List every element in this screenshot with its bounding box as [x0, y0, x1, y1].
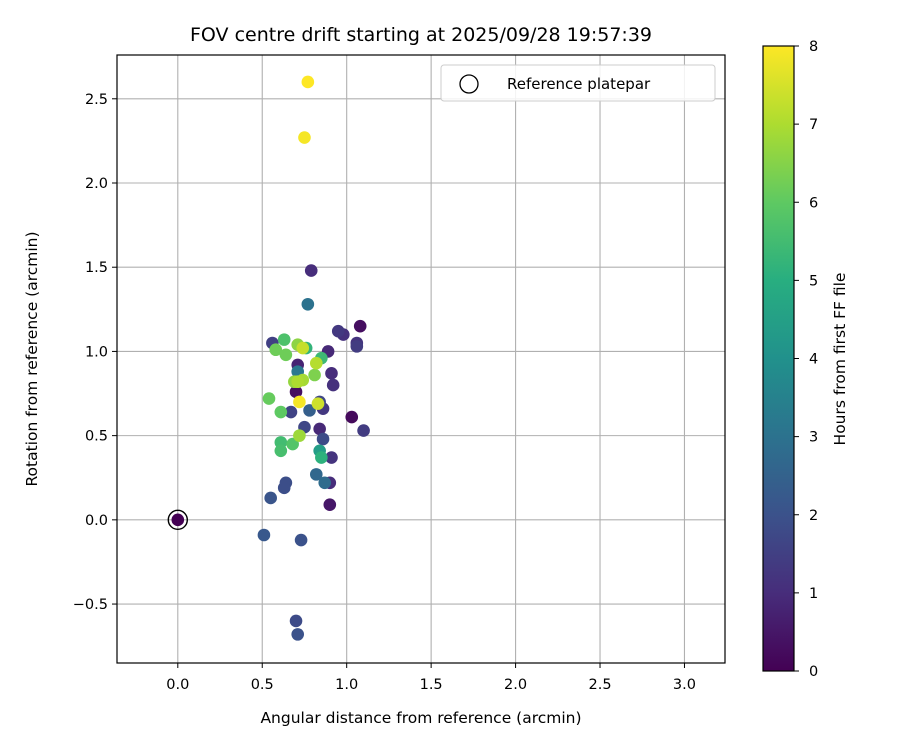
colorbar-tick-label: 3	[809, 430, 818, 446]
data-point	[357, 424, 370, 437]
data-point	[309, 356, 323, 370]
colorbar-tick-label: 5	[809, 273, 818, 289]
y-tick-label: 1.5	[85, 260, 108, 276]
data-point	[331, 324, 345, 338]
data-point	[353, 319, 367, 333]
x-tick-label: 3.0	[673, 677, 696, 693]
colorbar-ticks: 0 1 2 3 4 5 6 7 8	[794, 39, 818, 680]
data-point	[262, 392, 276, 405]
data-point	[264, 491, 277, 505]
y-tick-label: −0.5	[73, 597, 108, 613]
data-point	[309, 468, 323, 481]
data-point	[286, 437, 299, 451]
colorbar-gradient	[762, 45, 795, 672]
data-point	[277, 333, 291, 346]
data-point	[350, 340, 364, 353]
data-point	[325, 367, 338, 380]
data-point	[274, 405, 288, 419]
colorbar-tick-label: 2	[809, 508, 818, 524]
data-point	[277, 481, 291, 495]
data-point	[298, 131, 311, 144]
legend-box	[440, 64, 716, 102]
data-point	[318, 476, 332, 490]
data-point	[293, 395, 306, 409]
data-point	[304, 264, 318, 277]
colorbar-tick-label: 0	[809, 664, 818, 680]
data-point	[303, 404, 316, 417]
plot-frame	[116, 54, 726, 664]
data-point	[289, 385, 303, 399]
data-point	[274, 444, 288, 458]
data-point	[291, 628, 305, 641]
data-point	[257, 528, 271, 542]
plot-background	[117, 55, 725, 663]
reference-platepar-marker	[167, 509, 189, 531]
data-point	[289, 614, 303, 628]
colorbar: 0 1 2 3 4 5 6 7 8 Hours from first FF file	[762, 39, 849, 680]
scatter-points	[171, 75, 370, 641]
data-point	[301, 75, 315, 89]
x-tick-label: 1.5	[420, 677, 443, 693]
data-point	[279, 348, 293, 362]
data-point	[315, 451, 328, 464]
data-point	[345, 410, 359, 424]
data-point	[308, 368, 321, 382]
data-point	[313, 422, 326, 436]
plot-area: 0.0 0.5 1.0 1.5 2.0 2.5 3.0 −0.5 0.0 0.5 1.0 1.5 2.…	[73, 54, 726, 693]
colorbar-tick-label: 1	[809, 586, 818, 602]
x-tick-label: 2.5	[588, 677, 611, 693]
x-tick-label: 0.0	[166, 677, 189, 693]
x-tick-label: 0.5	[251, 677, 274, 693]
colorbar-tick-label: 8	[809, 39, 818, 55]
colorbar-tick-label: 4	[809, 352, 818, 368]
data-point	[171, 513, 185, 527]
data-point	[301, 297, 315, 311]
chart-title: FOV centre drift starting at 2025/09/28 …	[190, 24, 652, 46]
data-point	[325, 451, 338, 464]
data-point	[311, 397, 325, 410]
data-point	[269, 343, 283, 357]
data-point	[316, 432, 330, 446]
data-point	[291, 375, 305, 389]
x-tick-label: 1.0	[335, 677, 358, 693]
legend: Reference platepar	[440, 64, 716, 102]
data-point	[323, 498, 337, 511]
colorbar-label: Hours from first FF file	[831, 273, 849, 446]
data-point	[294, 533, 308, 547]
data-point	[326, 378, 340, 392]
colorbar-tick-label: 6	[809, 195, 818, 211]
y-axis-label: Rotation from reference (arcmin)	[23, 231, 41, 486]
data-point	[284, 405, 298, 419]
data-point	[293, 429, 306, 442]
y-tick-label: 1.0	[85, 344, 108, 360]
data-point	[296, 341, 310, 355]
y-tick-label: 2.0	[85, 176, 108, 192]
x-axis-ticks: 0.0 0.5 1.0 1.5 2.0 2.5 3.0	[166, 663, 696, 693]
legend-reference-marker-icon	[459, 74, 479, 94]
y-axis-ticks: −0.5 0.0 0.5 1.0 1.5 2.0 2.5	[73, 92, 117, 613]
colorbar-tick-label: 7	[809, 117, 818, 133]
x-tick-label: 2.0	[504, 677, 527, 693]
x-axis-label: Angular distance from reference (arcmin)	[260, 709, 581, 727]
y-tick-label: 0.5	[85, 429, 108, 445]
y-tick-label: 0.0	[85, 513, 108, 529]
y-tick-label: 2.5	[85, 92, 108, 108]
reference-marker	[167, 509, 189, 531]
legend-entry-reference-platepar: Reference platepar	[507, 75, 651, 93]
